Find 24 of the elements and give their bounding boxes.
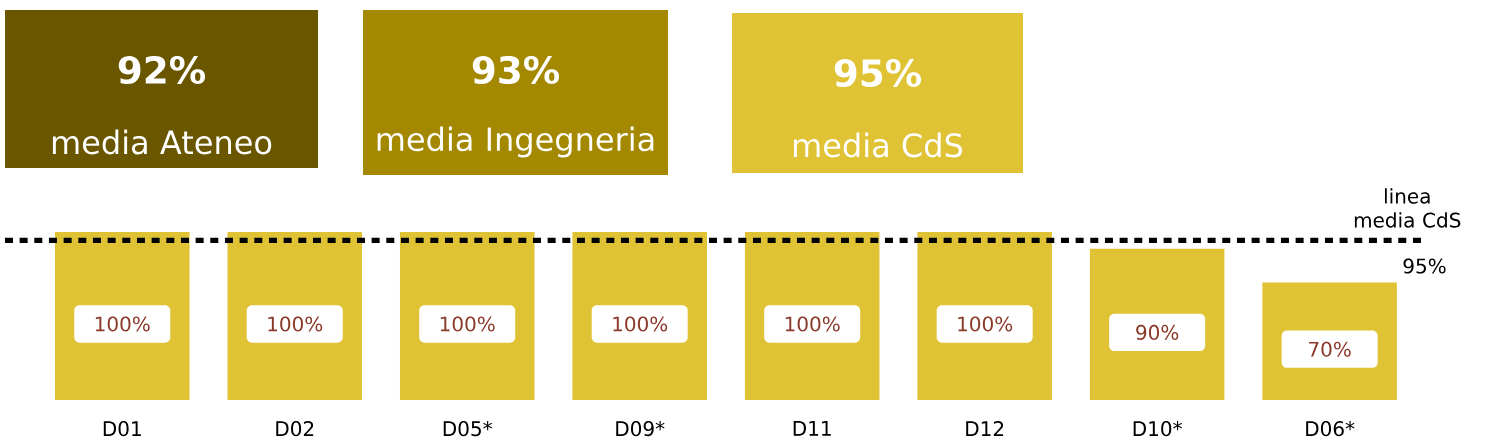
data-label: 100% (95, 316, 150, 332)
text: 92% (118, 55, 206, 85)
data-label: 100% (785, 316, 840, 332)
annotation: 95% (1403, 258, 1446, 274)
text: 95% (834, 58, 922, 88)
text: media Ingegneria (377, 126, 654, 158)
x-tick-label: D11 (793, 421, 831, 436)
text: media CdS (794, 132, 963, 158)
data-label: 100% (268, 316, 323, 332)
x-tick-label: D05* (443, 421, 493, 437)
data-label: 70% (1309, 341, 1351, 357)
data-label: 90% (1136, 324, 1179, 340)
ref-line-label: linea media CdS (1354, 188, 1461, 228)
data-label: 100% (958, 316, 1013, 332)
x-tick-label: D12 (966, 421, 1004, 436)
x-tick-label: D09* (616, 421, 665, 437)
x-tick-label: D10* (1133, 421, 1182, 437)
text: 93% (472, 55, 560, 85)
text: media Ateneo (52, 129, 272, 155)
x-tick-label: D02 (276, 421, 314, 437)
x-tick-label: D06* (1306, 421, 1355, 437)
data-label: 100% (440, 316, 495, 332)
data-label: 100% (613, 316, 668, 332)
x-tick-label: D01 (103, 421, 141, 437)
